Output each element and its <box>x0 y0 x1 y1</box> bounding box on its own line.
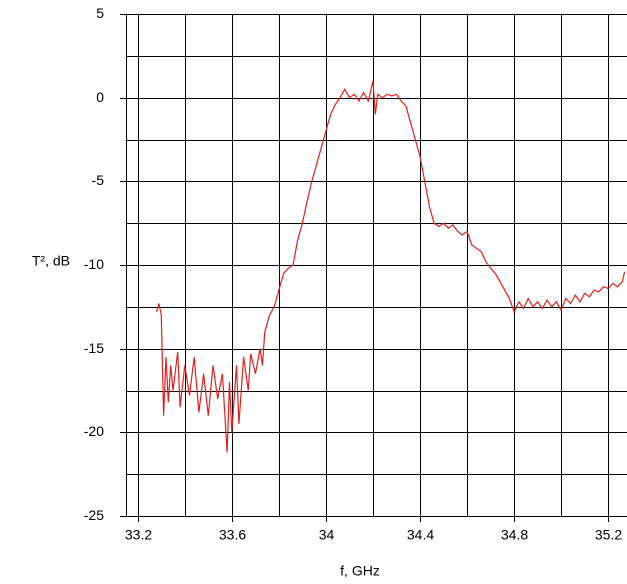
y-tick-label: -15 <box>84 340 104 356</box>
x-axis-label: f, GHz <box>340 563 380 579</box>
y-tick-label: 5 <box>96 5 104 21</box>
y-tick-label: -5 <box>92 172 105 188</box>
x-tick-label: 34 <box>319 527 335 543</box>
x-tick-label: 35.2 <box>595 527 622 543</box>
y-tick-label: -25 <box>84 507 104 523</box>
y-axis-label: T², dB <box>32 253 70 269</box>
y-tick-label: -20 <box>84 423 104 439</box>
y-tick-label: -10 <box>84 256 104 272</box>
data-line <box>156 80 626 453</box>
x-tick-label: 33.6 <box>219 527 246 543</box>
x-tick-label: 34.8 <box>501 527 528 543</box>
y-tick-label: 0 <box>96 89 104 105</box>
x-tick-label: 34.4 <box>407 527 434 543</box>
x-tick-label: 33.2 <box>125 527 152 543</box>
